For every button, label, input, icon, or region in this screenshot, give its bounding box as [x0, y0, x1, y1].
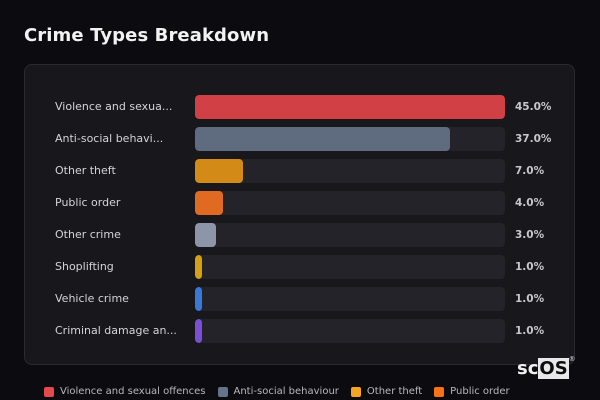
bar-label: Anti-social behavi...	[55, 132, 164, 145]
scos-logo: scOS ®	[517, 355, 576, 379]
legend-item[interactable]: Anti-social behaviour	[217, 386, 339, 397]
legend-label: Violence and sexual offences	[60, 386, 206, 397]
bar-track	[195, 191, 505, 215]
bar-track	[195, 319, 505, 343]
bar-track	[195, 159, 505, 183]
bar-fill[interactable]	[195, 95, 505, 119]
bar-value: 45.0%	[515, 101, 552, 113]
bar-fill[interactable]	[195, 191, 223, 215]
legend-swatch	[350, 386, 361, 397]
bar-label: Public order	[55, 196, 121, 209]
bar-label: Other theft	[55, 164, 116, 177]
bar-fill[interactable]	[195, 223, 216, 247]
bar-label: Other crime	[55, 228, 121, 241]
logo-prefix: sc	[517, 358, 539, 379]
bar-row: Vehicle crime 1.0%	[25, 287, 574, 311]
bar-row: Violence and sexua... 45.0%	[25, 95, 574, 119]
bar-fill[interactable]	[195, 319, 202, 343]
chart-panel: Violence and sexua... 45.0% Anti-social …	[24, 64, 575, 365]
bar-track	[195, 287, 505, 311]
bar-fill[interactable]	[195, 255, 202, 279]
bar-value: 1.0%	[515, 293, 545, 305]
bar-row: Public order 4.0%	[25, 191, 574, 215]
bar-row: Criminal damage an... 1.0%	[25, 319, 574, 343]
legend-label: Public order	[450, 386, 510, 397]
bar-track	[195, 127, 505, 151]
bar-track	[195, 255, 505, 279]
bar-row: Shoplifting 1.0%	[25, 255, 574, 279]
bar-label: Violence and sexua...	[55, 100, 173, 113]
legend-swatch	[217, 386, 228, 397]
bar-row: Other crime 3.0%	[25, 223, 574, 247]
registered-mark: ®	[568, 355, 576, 363]
bar-label: Vehicle crime	[55, 292, 129, 305]
logo-highlight: OS	[538, 358, 569, 379]
legend-swatch	[434, 386, 445, 397]
bar-row: Anti-social behavi... 37.0%	[25, 127, 574, 151]
bar-row: Other theft 7.0%	[25, 159, 574, 183]
bar-value: 3.0%	[515, 229, 545, 241]
legend-item[interactable]: Violence and sexual offences	[44, 386, 206, 397]
bar-track	[195, 223, 505, 247]
bar-track	[195, 95, 505, 119]
chart-legend: Violence and sexual offences Anti-social…	[44, 386, 510, 397]
legend-item[interactable]: Other theft	[350, 386, 423, 397]
bar-value: 4.0%	[515, 197, 545, 209]
legend-label: Anti-social behaviour	[233, 386, 339, 397]
bar-fill[interactable]	[195, 287, 202, 311]
bar-value: 37.0%	[515, 133, 552, 145]
bar-value: 7.0%	[515, 165, 545, 177]
bar-fill[interactable]	[195, 159, 244, 183]
legend-swatch	[44, 386, 54, 397]
bar-label: Criminal damage an...	[55, 324, 177, 337]
bar-label: Shoplifting	[55, 260, 114, 273]
bar-fill[interactable]	[195, 127, 450, 151]
bar-value: 1.0%	[515, 325, 545, 337]
legend-label: Other theft	[366, 386, 423, 397]
bar-value: 1.0%	[515, 261, 545, 273]
page-title: Crime Types Breakdown	[24, 25, 270, 46]
legend-item[interactable]: Public order	[434, 386, 510, 397]
